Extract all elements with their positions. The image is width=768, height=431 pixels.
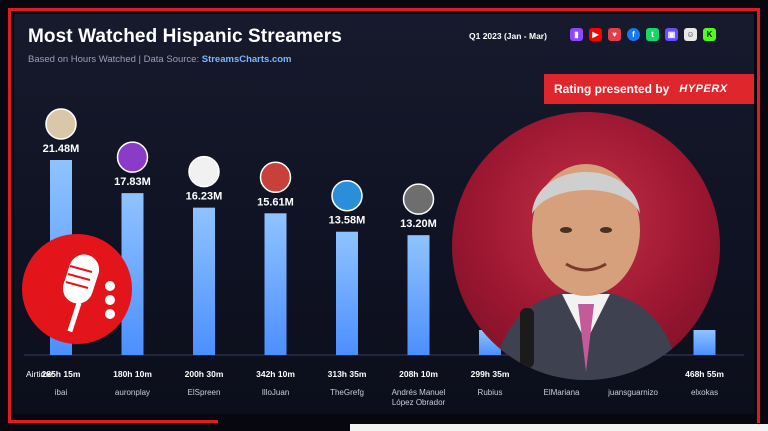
guest-portrait-photo [452,112,720,380]
bar-2 [193,207,215,355]
airtime-value-6: 299h 35m [471,369,510,379]
value-label-1: 17.83M [114,176,151,188]
podcast-mic-logo [22,234,132,344]
airtime-label: Airtime: [26,369,55,379]
hyperx-logo: HYPERX [679,83,728,95]
banner-text: Rating presented by [554,82,670,96]
chart-subtitle: Based on Hours Watched | Data Source: St… [28,54,292,65]
category-label-5: Andrés Manuel [392,388,446,397]
platform-icons: ▮ ▶ ♥ f t ▣ ☺ K [570,28,716,41]
period-label: Q1 2023 (Jan - Mar) [469,31,547,41]
category-label-5: López Obrador [392,398,446,407]
frame-border-bottom [8,420,218,423]
category-label-4: TheGrefg [330,388,364,397]
subtitle-prefix: Based on Hours Watched | Data Source: [28,54,202,65]
category-label-6: Rubius [478,388,503,397]
value-label-2: 16.23M [186,191,223,203]
bar-9 [693,330,716,355]
airtime-value-3: 342h 10m [256,369,295,379]
streamer-avatar-3 [259,161,292,194]
value-label-4: 13.58M [329,215,366,227]
frame-border-left [8,8,11,423]
airtime-value-2: 200h 30m [185,369,224,379]
kick-icon: K [703,28,716,41]
value-label-0: 21.48M [43,143,80,155]
streamer-avatar-5 [402,183,435,215]
category-label-8: juansguarnizo [607,388,658,397]
ghost-icon: ☺ [684,28,697,41]
bar-5 [407,235,430,355]
microphone-icon [62,254,115,333]
bottom-strip [350,424,768,431]
portrait-illustration [492,164,680,380]
airtime-value-9: 468h 55m [685,369,724,379]
category-label-0: ibai [55,388,68,397]
data-source-link[interactable]: StreamsCharts.com [201,54,292,65]
twitch-purple-icon: ▣ [665,28,678,41]
bar-4 [336,231,358,355]
category-label-9: elxokas [691,388,718,397]
trovo-icon: t [646,28,659,41]
streamer-avatar-0 [45,108,77,140]
frame-border-top [8,8,760,11]
sponsor-banner: Rating presented by HYPERX [544,74,754,104]
category-label-2: ElSpreen [188,388,221,397]
streamer-avatar-1 [116,141,149,173]
airtime-value-1: 180h 10m [113,369,152,379]
value-label-5: 13.20M [400,218,437,230]
chart-title: Most Watched Hispanic Streamers [28,26,342,47]
twitch-icon: ▮ [570,28,583,41]
bar-1 [121,193,144,355]
facebook-icon: f [627,28,640,41]
heart-icon: ♥ [608,28,621,41]
category-label-3: IlloJuan [262,388,290,397]
streamer-avatar-2 [188,155,220,188]
category-label-1: auronplay [115,388,150,397]
airtime-value-4: 313h 35m [328,369,367,379]
frame-border-right [757,8,760,423]
bar-3 [264,213,287,355]
category-label-7: ElMariana [543,388,580,397]
youtube-icon: ▶ [589,28,602,41]
airtime-value-5: 208h 10m [399,369,438,379]
airtime-value-0: 285h 15m [42,369,81,379]
streamer-avatar-4 [331,179,363,212]
value-label-3: 15.61M [257,196,294,208]
